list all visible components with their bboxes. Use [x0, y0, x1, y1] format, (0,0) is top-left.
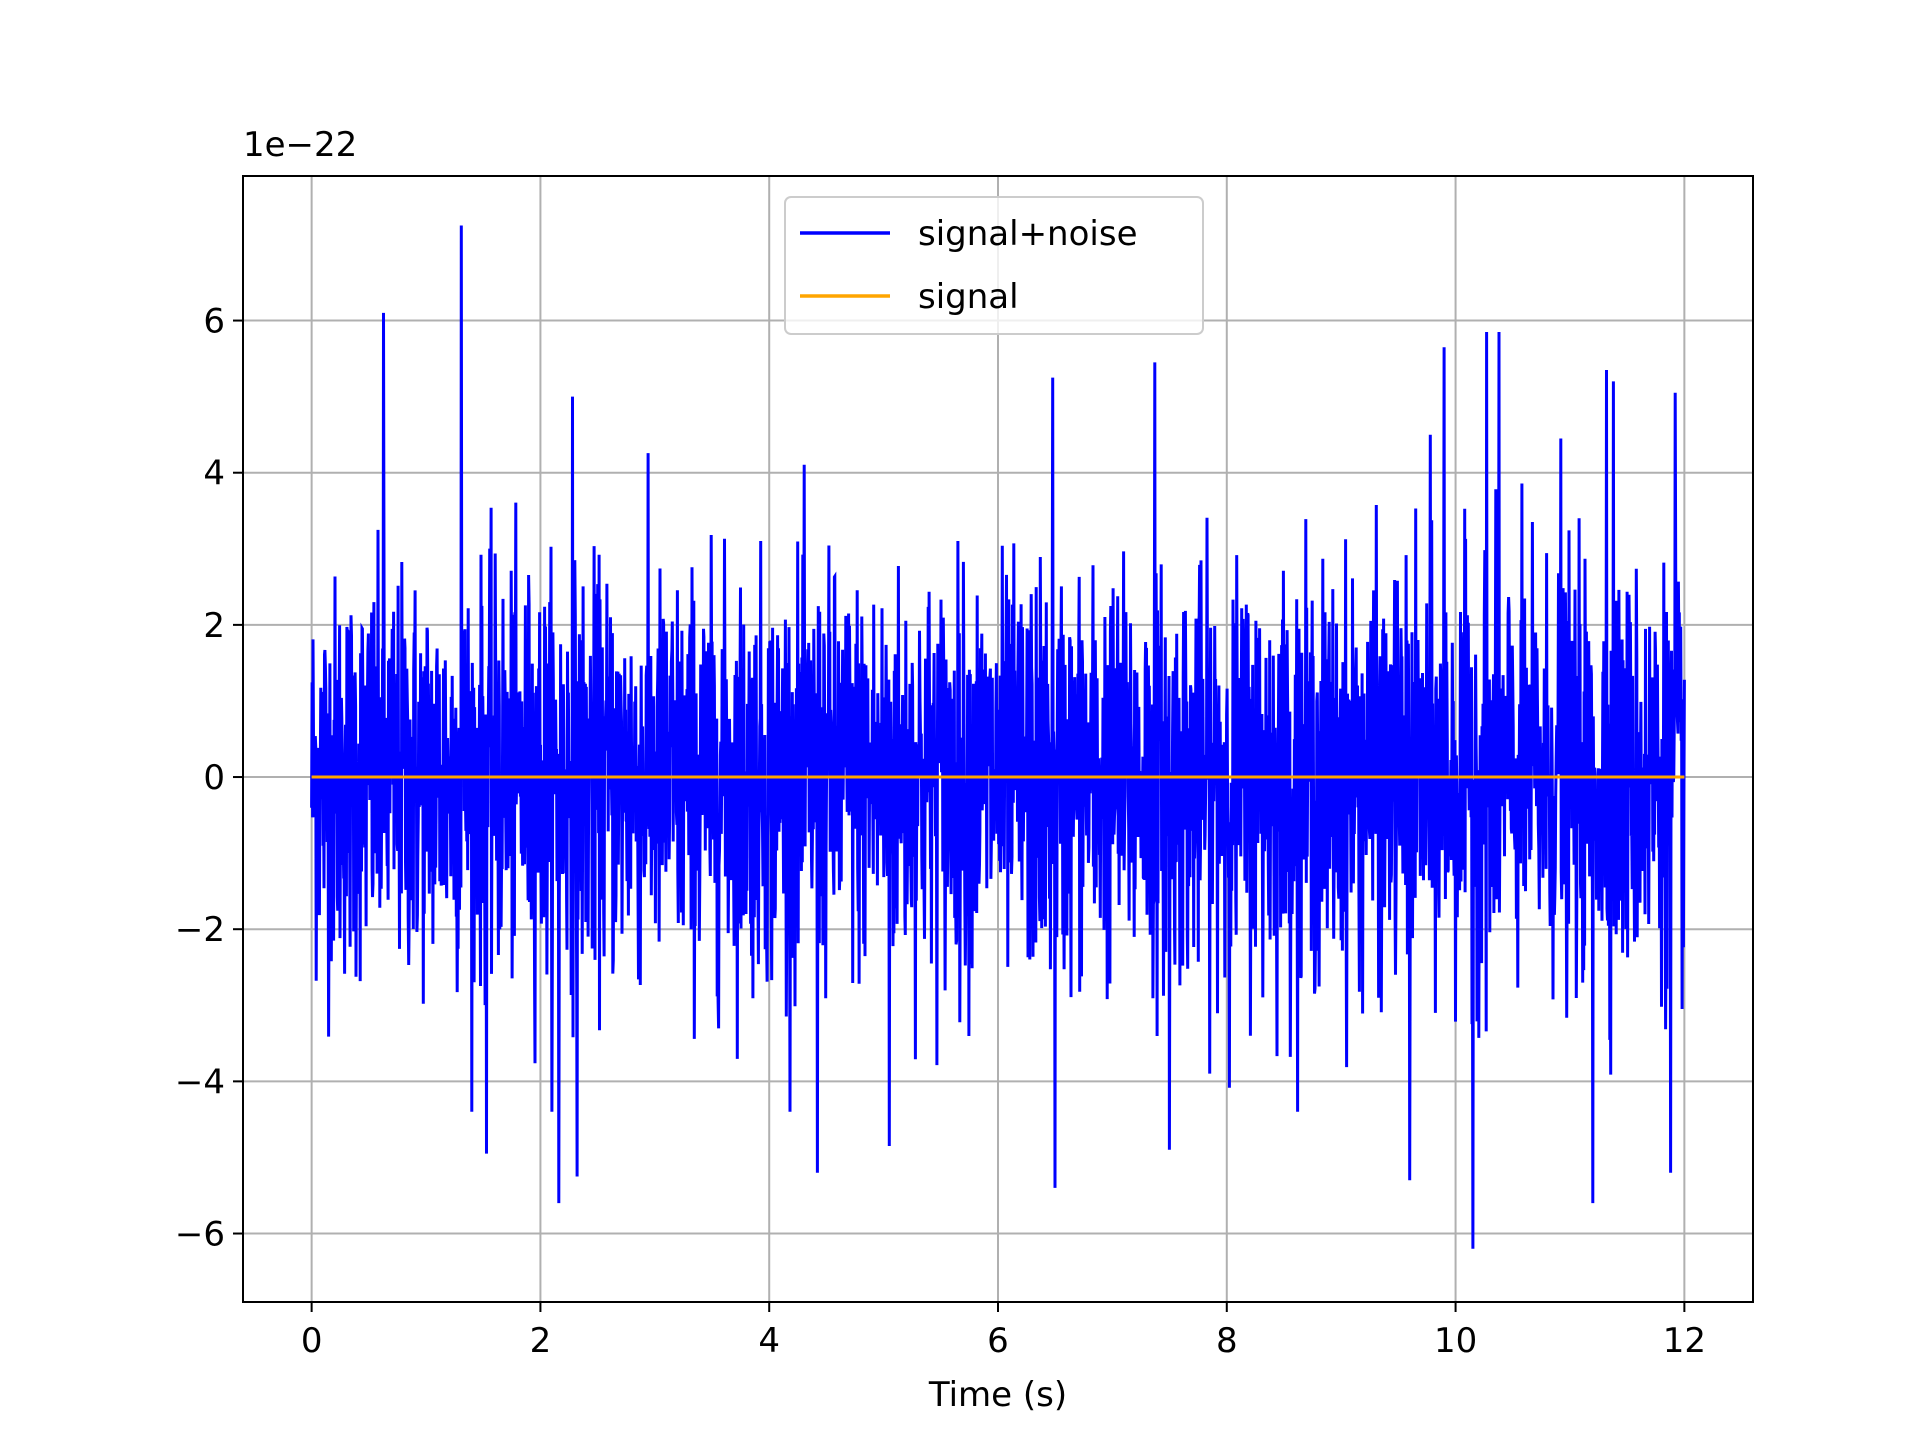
- y-tick-label: 2: [203, 606, 225, 646]
- y-tick-label: −4: [175, 1062, 225, 1102]
- y-offset-label: 1e−22: [243, 125, 357, 165]
- y-tick-label: 0: [203, 758, 225, 798]
- x-tick-label: 12: [1663, 1321, 1706, 1361]
- y-tick-label: −6: [175, 1215, 225, 1255]
- x-axis-label: Time (s): [928, 1375, 1067, 1415]
- x-tick-label: 8: [1216, 1321, 1238, 1361]
- y-tick-label: 4: [203, 454, 225, 494]
- series-line-signal-noise: [310, 225, 1686, 1249]
- legend-label-signal: signal: [918, 277, 1019, 317]
- ticks: 0 2 4 6 8 10 12 −6 −4 −2 0 2 4 6: [175, 302, 1706, 1361]
- legend-label-signal-noise: signal+noise: [918, 214, 1138, 254]
- x-tick-label: 4: [758, 1321, 780, 1361]
- x-tick-label: 6: [987, 1321, 1009, 1361]
- x-tick-label: 2: [530, 1321, 552, 1361]
- x-tick-label: 0: [301, 1321, 323, 1361]
- x-tick-label: 10: [1434, 1321, 1477, 1361]
- legend: signal+noise signal: [784, 196, 1204, 335]
- y-tick-label: 6: [203, 302, 225, 342]
- series: [310, 225, 1686, 1249]
- y-tick-label: −2: [175, 910, 225, 950]
